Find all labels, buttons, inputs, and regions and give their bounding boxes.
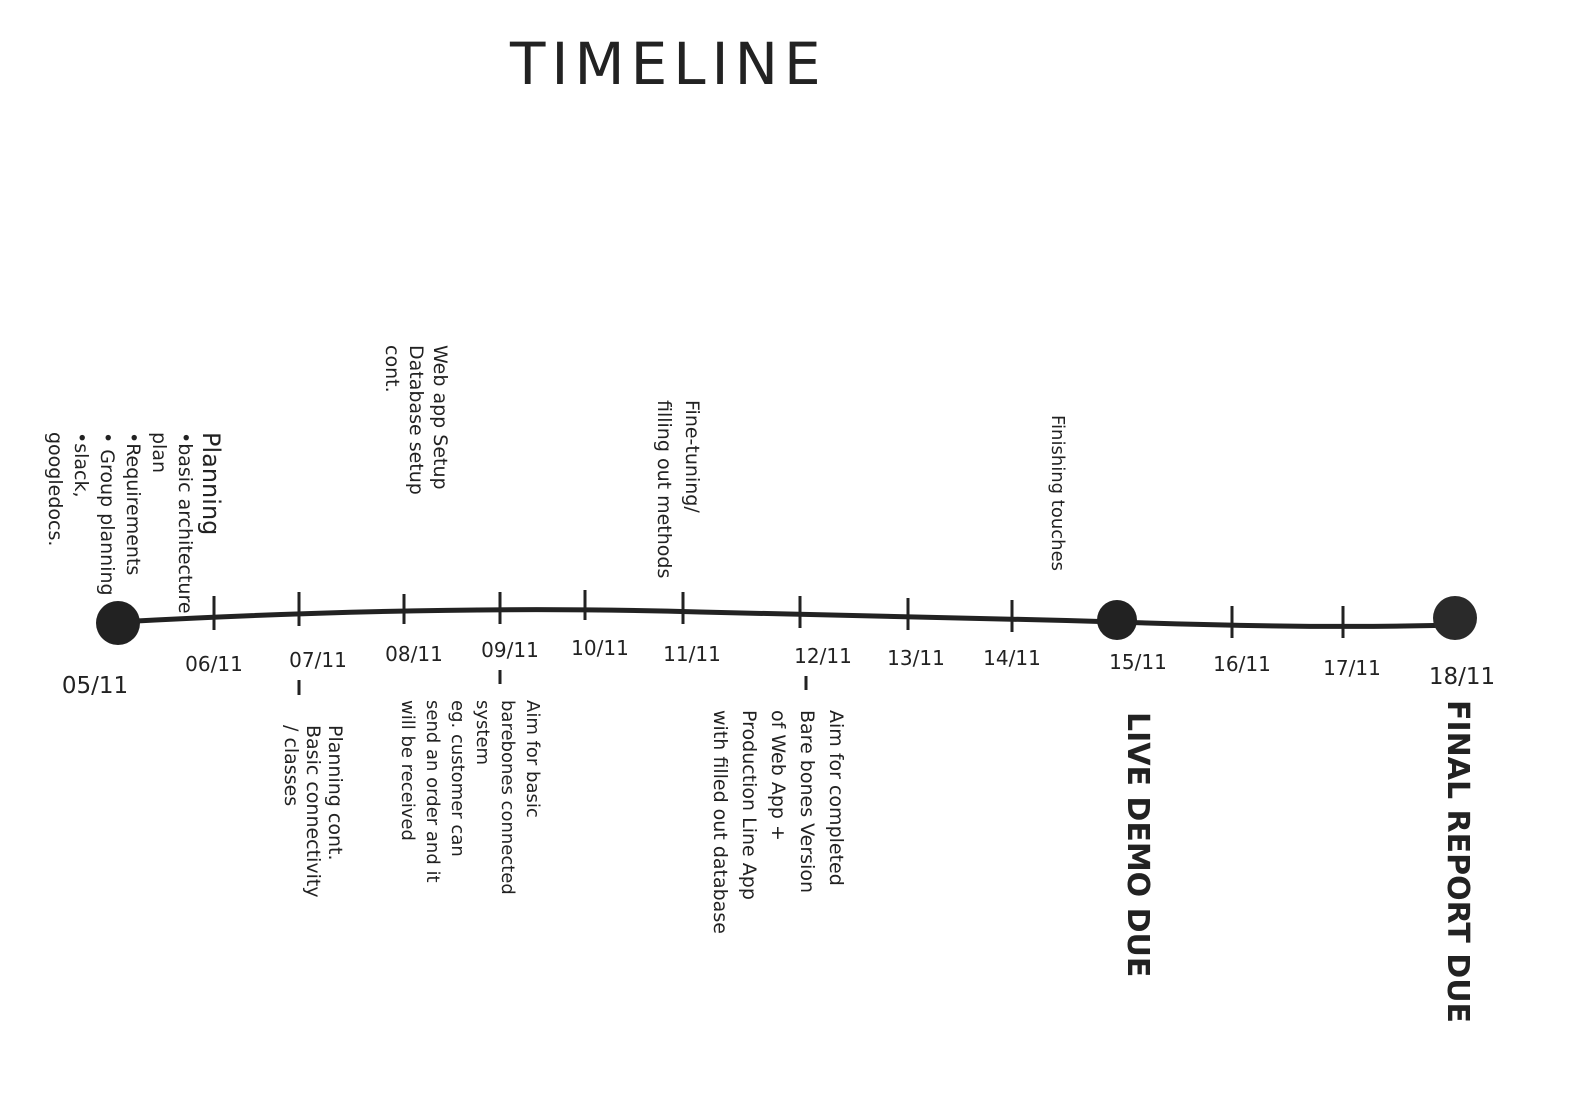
annotation-line: plan [148, 432, 170, 474]
annotation-line: with filled out database [709, 710, 731, 934]
annotation: LIVE DEMO DUE [1120, 712, 1155, 978]
annotation-line: Basic connectivity [302, 725, 324, 898]
annotation-line: •slack, [70, 432, 92, 498]
annotation: Aim for basic barebones connected system… [395, 700, 545, 895]
annotation: Planning •basic architecture plan •Requi… [42, 432, 225, 614]
timeline-line [117, 607, 1456, 629]
annotation-line: •Requirements [122, 432, 144, 576]
annotation-line: system [472, 700, 493, 766]
annotation: Finishing touches [1045, 415, 1070, 571]
date-label: 13/11 [887, 646, 945, 670]
annotation-line: barebones connected [497, 700, 518, 895]
annotation-line: filling out methods [653, 400, 675, 579]
date-label: 06/11 [185, 652, 243, 676]
title: TIMELINE [510, 30, 827, 98]
date-label: 14/11 [983, 646, 1041, 670]
annotation-line: eg. customer can [447, 700, 468, 857]
date-label: 16/11 [1213, 652, 1271, 676]
annotation-line: cont. [381, 345, 403, 393]
date-label: 10/11 [571, 636, 629, 660]
annotation-line: googledocs. [44, 432, 66, 547]
annotation: FINAL REPORT DUE [1440, 700, 1475, 1024]
annotation-line: Planning [197, 432, 225, 536]
annotation-line: Aim for basic [522, 700, 543, 818]
date-label: 11/11 [663, 642, 721, 666]
annotation-line: FINAL REPORT DUE [1440, 700, 1475, 1024]
annotation: Fine-tuning/ filling out methods [650, 400, 706, 578]
date-label: 17/11 [1323, 656, 1381, 680]
date-label: 15/11 [1109, 650, 1167, 674]
start-node [96, 601, 140, 645]
annotation-line: Fine-tuning/ [681, 400, 703, 513]
date-label: 12/11 [794, 644, 852, 668]
annotation-line: Planning cont. [324, 725, 346, 861]
annotation: Planning cont. Basic connectivity / clas… [280, 725, 346, 898]
end-node [1433, 596, 1477, 640]
date-label: 09/11 [481, 638, 539, 662]
date-label: 18/11 [1428, 664, 1496, 690]
annotation-line: Aim for completed [825, 710, 847, 886]
annotation-line: of Web App + [767, 710, 789, 841]
annotation-line: •basic architecture [174, 432, 196, 614]
annotation-line: / classes [280, 725, 302, 807]
annotation-line: Bare bones Version [796, 710, 818, 894]
ticks [212, 590, 1345, 695]
annotation-line: Database setup [405, 345, 427, 495]
annotation-line: • Group planning [96, 432, 118, 596]
date-label: 07/11 [289, 648, 347, 672]
annotation-line: send an order and it [422, 700, 443, 883]
annotation-line: LIVE DEMO DUE [1120, 712, 1155, 978]
annotation-line: Web app Setup [429, 345, 451, 490]
annotation: Aim for completed Bare bones Version of … [705, 710, 850, 934]
annotation-line: Finishing touches [1047, 415, 1068, 572]
date-label: 05/11 [61, 673, 129, 699]
annotation-line: Production Line App [738, 710, 760, 900]
demo-node [1097, 600, 1137, 640]
date-label: 08/11 [385, 642, 443, 666]
annotation-line: will be received [397, 700, 418, 841]
annotation: Web app Setup Database setup cont. [380, 345, 452, 495]
